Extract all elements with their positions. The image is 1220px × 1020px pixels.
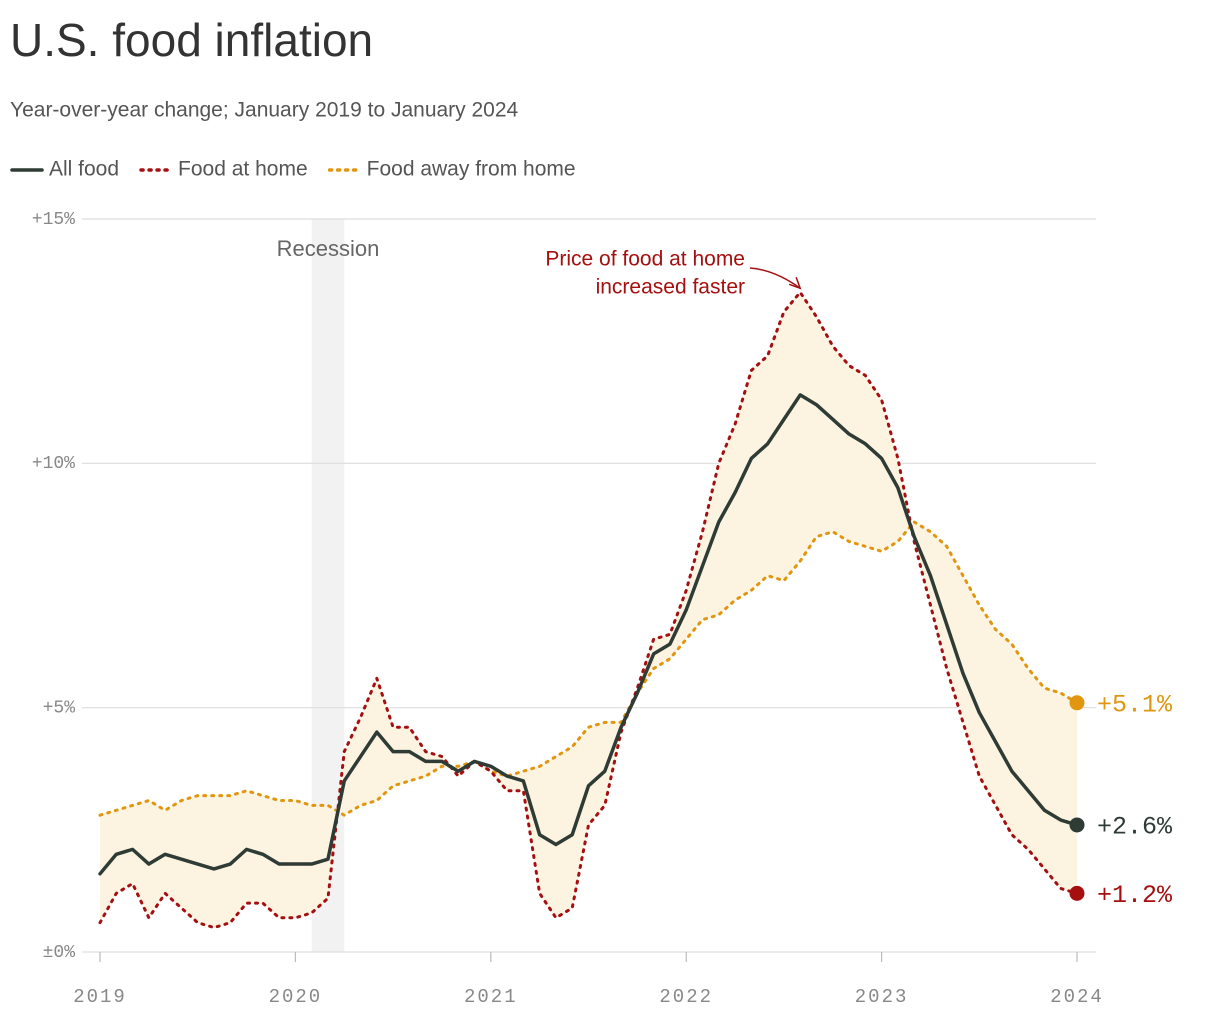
end-label: +1.2% bbox=[1097, 881, 1173, 910]
x-tick-label: 2021 bbox=[464, 986, 518, 1008]
x-tick-label: 2023 bbox=[855, 986, 909, 1008]
x-tick-label: 2022 bbox=[659, 986, 713, 1008]
legend-label: All food bbox=[49, 158, 119, 181]
x-tick-label: 2019 bbox=[73, 986, 127, 1008]
series-line bbox=[98, 520, 1079, 817]
y-tick-label: +15% bbox=[32, 210, 75, 230]
series-line bbox=[98, 393, 1079, 876]
x-tick-label: 2020 bbox=[269, 986, 323, 1008]
legend-label: Food away from home bbox=[367, 158, 576, 181]
annotation-text: Price of food at home bbox=[545, 248, 745, 271]
annotation-text: increased faster bbox=[596, 276, 745, 299]
annotation-arrow bbox=[749, 267, 801, 289]
annotation-arrowhead bbox=[788, 277, 802, 290]
recession-label: Recession bbox=[277, 236, 380, 261]
x-tick-label: 2024 bbox=[1050, 986, 1104, 1008]
legend-label: Food at home bbox=[178, 158, 308, 181]
end-label: +2.6% bbox=[1097, 813, 1173, 842]
band-fill bbox=[100, 292, 1077, 928]
chart-subtitle: Year-over-year change; January 2019 to J… bbox=[10, 99, 519, 122]
end-dot bbox=[1069, 695, 1085, 711]
chart-title: U.S. food inflation bbox=[10, 14, 373, 66]
y-tick-label: +10% bbox=[32, 454, 75, 474]
end-label: +5.1% bbox=[1097, 690, 1173, 719]
end-dot bbox=[1069, 885, 1085, 901]
series-line bbox=[98, 290, 1079, 930]
y-tick-label: +5% bbox=[43, 698, 76, 718]
y-tick-label: ±0% bbox=[43, 943, 76, 963]
end-dot bbox=[1069, 817, 1085, 833]
